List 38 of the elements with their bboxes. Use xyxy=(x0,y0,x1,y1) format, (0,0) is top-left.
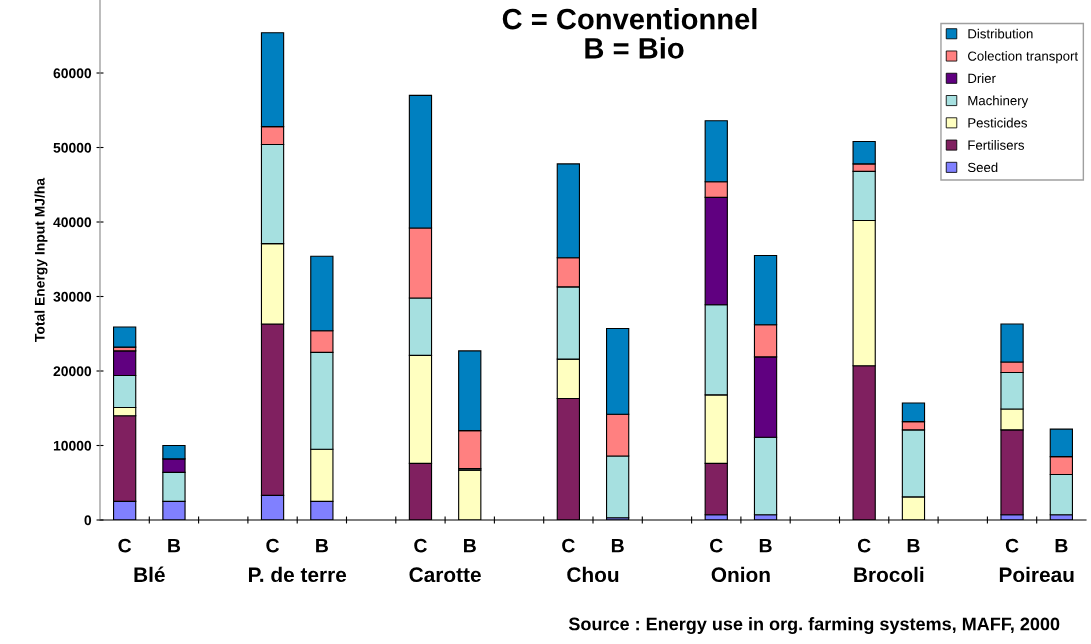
x-tick-label: B xyxy=(1055,538,1068,553)
y-axis-title: Total Energy Input MJ/ha xyxy=(34,177,48,342)
text: Carotte xyxy=(409,567,481,583)
x-tick-label: B xyxy=(168,538,181,553)
legend-label: Drier xyxy=(968,73,996,84)
x-tick-label: C xyxy=(857,538,871,553)
text: Blé xyxy=(134,566,165,583)
text: Onion xyxy=(711,566,770,583)
x-tick-label: B xyxy=(316,538,328,553)
x-tick-label: B xyxy=(611,538,624,553)
y-tick-label: 0 xyxy=(84,515,92,526)
y-tick-label: 50000 xyxy=(53,142,92,153)
x-tick-label: B xyxy=(907,538,920,553)
x-tick-label: B xyxy=(759,538,772,553)
legend-label: Colection transport xyxy=(968,51,1078,64)
y-tick-label: 60000 xyxy=(53,68,92,79)
text: Brocoli xyxy=(854,566,924,583)
x-tick-label: C xyxy=(1005,538,1019,553)
legend-label: Pesticides xyxy=(968,117,1028,128)
text: Chou xyxy=(567,566,619,583)
text: Poireau xyxy=(999,566,1074,583)
x-tick-label: C xyxy=(562,538,575,553)
source-note: Source : Energy use in org. farming systems, MAFF, 2000 xyxy=(568,617,1060,634)
y-tick-label: 40000 xyxy=(53,217,92,228)
legend-label: Seed xyxy=(967,162,998,173)
legend-label: Distribution xyxy=(968,28,1033,39)
x-tick-label: C xyxy=(118,538,132,553)
x-tick-label: C xyxy=(266,538,280,553)
y-tick-label: 30000 xyxy=(53,291,92,302)
y-tick-label: 20000 xyxy=(53,366,92,377)
x-tick-label: C xyxy=(710,538,723,553)
x-tick-label: C xyxy=(414,538,427,553)
y-tick-label: 10000 xyxy=(53,440,92,451)
x-tick-label: B xyxy=(464,538,476,553)
text: P. de terre xyxy=(248,566,347,583)
legend-label: Fertilisers xyxy=(968,140,1025,150)
legend-label: Machinery xyxy=(968,95,1029,108)
text: C = Conventionnel B = Bio xyxy=(502,8,757,59)
